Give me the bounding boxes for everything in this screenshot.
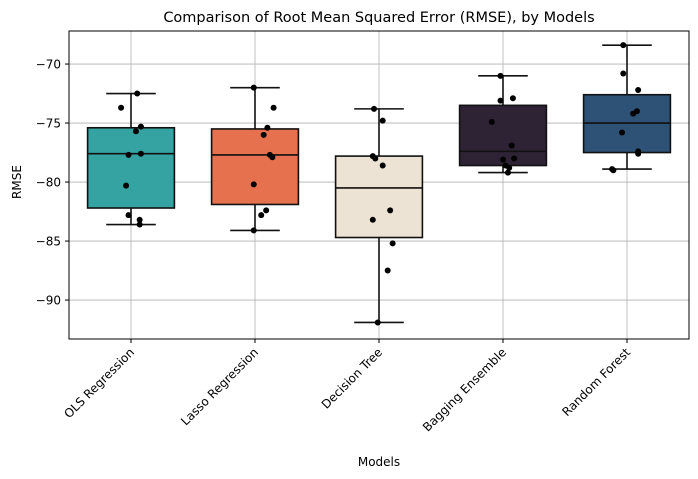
x-tick-label: Bagging Ensemble [420,345,509,434]
data-point [118,104,125,111]
data-point [497,72,504,79]
box-group [334,108,424,324]
data-point [371,105,378,112]
data-point [132,128,139,135]
data-point [506,164,513,171]
data-point [620,42,627,49]
data-point [497,97,504,104]
data-point [263,207,270,214]
data-point [264,124,271,131]
data-point [635,150,642,157]
data-point [379,117,386,124]
data-point [137,150,144,157]
y-tick-label: −75 [36,117,61,131]
y-tick-label: −85 [36,235,61,249]
box-body [86,126,176,209]
data-point [136,216,143,223]
data-point [250,227,257,234]
y-tick-label: −80 [36,176,61,190]
box-group [86,92,176,226]
data-point [488,118,495,125]
data-point [123,182,130,189]
data-point [372,155,379,162]
data-point [258,212,265,219]
box-group [458,75,548,174]
data-point [125,151,132,158]
data-point [260,131,267,138]
data-point [511,155,518,162]
data-point [387,207,394,214]
data-point [136,221,143,228]
data-point [504,169,511,176]
data-point [125,212,132,219]
x-tick-label: Lasso Regression [178,345,261,428]
data-point [500,156,506,163]
data-point [630,110,637,117]
data-point [384,267,391,274]
x-axis-label: Models [358,455,400,469]
x-tick-label: OLS Regression [61,345,137,421]
data-points [118,42,642,326]
data-point [270,104,277,111]
data-point [635,87,642,94]
chart-title: Comparison of Root Mean Squared Error (R… [163,10,594,26]
data-point [374,319,381,326]
data-point [134,90,141,97]
y-tick-label: −70 [36,58,61,72]
box-group [210,86,300,232]
data-point [379,162,386,169]
data-point [369,216,376,223]
data-point [137,123,144,130]
x-tick-label: Random Forest [559,345,633,419]
data-point [620,70,627,77]
data-point [269,154,276,161]
data-point [250,84,257,91]
y-tick-label: −90 [36,294,61,308]
data-point [610,167,617,174]
data-point [250,181,257,188]
data-point [389,240,396,247]
box-body [334,155,424,239]
data-point [509,95,516,102]
y-axis-label: RMSE [10,165,24,199]
x-tick-label: Decision Tree [319,345,385,411]
data-point [508,142,515,149]
data-point [619,129,626,136]
box-body [458,104,548,167]
box-body [210,128,300,206]
